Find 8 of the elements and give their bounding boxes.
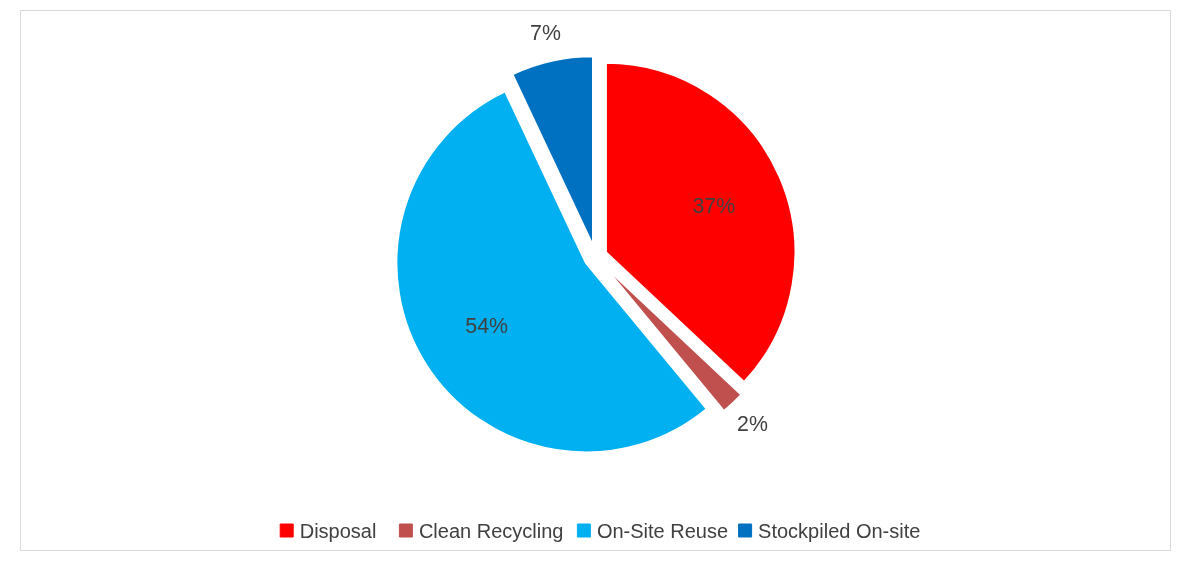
legend-label: Disposal xyxy=(299,519,377,542)
data-label: 7% xyxy=(530,21,561,46)
legend-label: Clean Recycling xyxy=(418,519,564,542)
data-label: 2% xyxy=(737,411,768,436)
data-label: 37% xyxy=(692,193,736,218)
legend-label: On-Site Reuse xyxy=(596,519,729,542)
data-label: 54% xyxy=(465,313,509,338)
legend-label: Stockpiled On-site xyxy=(758,519,921,542)
